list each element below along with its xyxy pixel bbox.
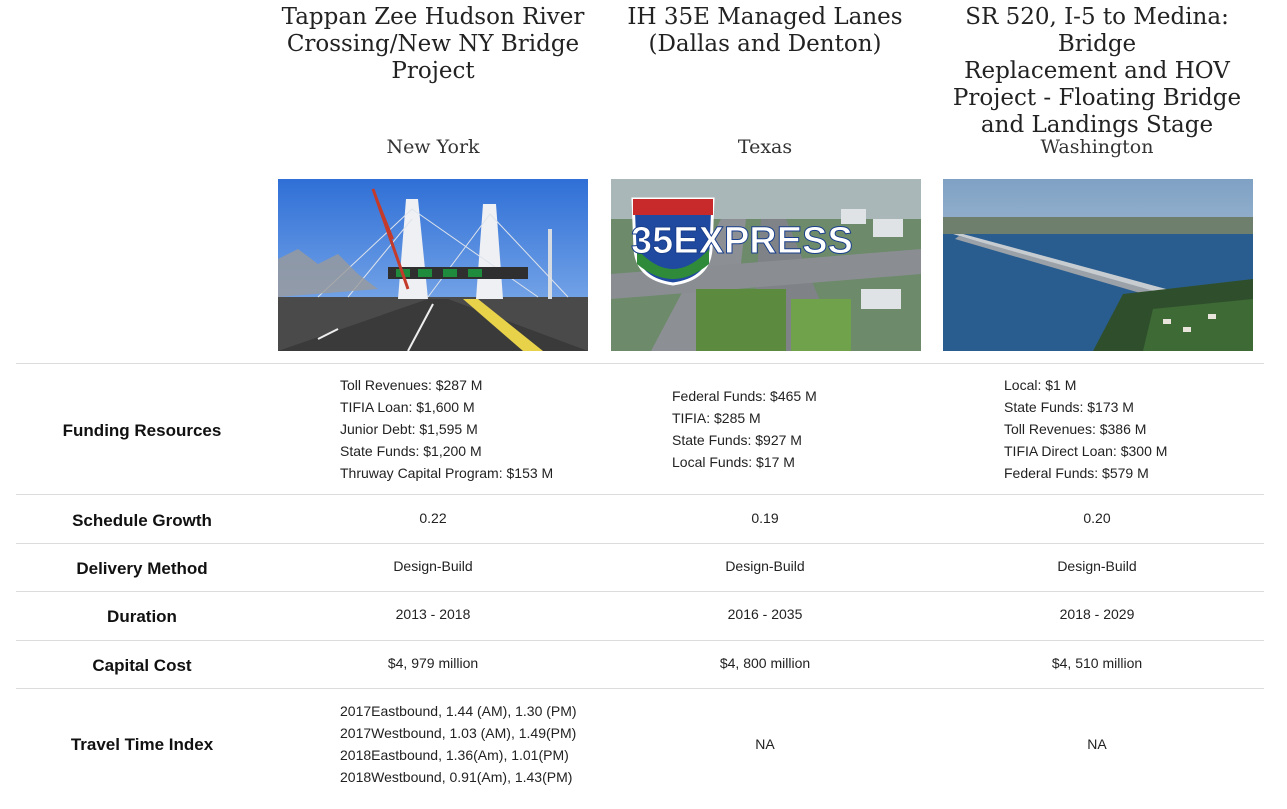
travel-value-3: NA: [1087, 736, 1107, 752]
cost-value-2: $4, 800 million: [719, 655, 811, 671]
list-item: 2017Eastbound, 1.44 (AM), 1.30 (PM): [340, 703, 577, 719]
project-title-3: SR 520, I-5 to Medina: Bridge Replacemen…: [937, 4, 1257, 139]
schedule-row: Schedule Growth: [16, 494, 1264, 543]
funding-col-2: Federal Funds: $465 M TIFIA: $285 M Stat…: [672, 385, 817, 473]
project-title-line: Project: [391, 58, 475, 84]
travel-label: Travel Time Index: [70, 735, 214, 754]
list-item: TIFIA: $285 M: [672, 410, 761, 426]
cost-row: Capital Cost: [16, 640, 1264, 689]
project-title-2: IH 35E Managed Lanes (Dallas and Denton): [605, 4, 925, 58]
list-item: 2018Eastbound, 1.36(Am), 1.01(PM): [340, 747, 569, 763]
project-title-line: (Dallas and Denton): [648, 31, 882, 57]
schedule-label: Schedule Growth: [72, 511, 212, 530]
bridge-photo: [278, 179, 588, 351]
project-title-line: SR 520, I-5 to Medina: Bridge: [965, 4, 1229, 57]
list-item: State Funds: $1,200 M: [340, 443, 482, 459]
project-title-line: Crossing/New NY Bridge: [286, 31, 580, 57]
list-item: TIFIA Loan: $1,600 M: [340, 399, 475, 415]
schedule-value-2: 0.19: [751, 510, 779, 526]
list-item: Toll Revenues: $287 M: [340, 377, 483, 393]
duration-row: Duration: [16, 591, 1264, 640]
list-item: 2018Westbound, 0.91(Am), 1.43(PM): [340, 769, 573, 785]
project-state-2: Texas: [737, 136, 793, 158]
funding-col-1: Toll Revenues: $287 M TIFIA Loan: $1,600…: [340, 374, 553, 484]
floating-bridge-photo: [943, 179, 1253, 351]
duration-value-1: 2013 - 2018: [395, 606, 471, 622]
cost-value-1: $4, 979 million: [387, 655, 479, 671]
delivery-value-1: Design-Build: [393, 558, 473, 574]
schedule-value-3: 0.20: [1083, 510, 1111, 526]
list-item: 2017Westbound, 1.03 (AM), 1.49(PM): [340, 725, 577, 741]
schedule-value-1: 0.22: [419, 510, 447, 526]
list-item: Federal Funds: $465 M: [672, 388, 817, 404]
funding-col-3: Local: $1 M State Funds: $173 M Toll Rev…: [1004, 374, 1167, 484]
list-item: State Funds: $927 M: [672, 432, 802, 448]
project-title-line: Replacement and HOV: [964, 58, 1230, 84]
project-title-line: IH 35E Managed Lanes: [627, 4, 903, 30]
delivery-value-2: Design-Build: [725, 558, 805, 574]
list-item: Local Funds: $17 M: [672, 454, 795, 470]
travel-col-1: 2017Eastbound, 1.44 (AM), 1.30 (PM) 2017…: [340, 700, 577, 788]
project-state-3: Washington: [1040, 136, 1154, 158]
travel-value-2: NA: [755, 736, 775, 752]
project-title-line: and Landings Stage: [980, 112, 1214, 138]
travel-row: Travel Time Index: [16, 688, 1264, 799]
duration-value-3: 2018 - 2029: [1059, 606, 1135, 622]
cost-value-3: $4, 510 million: [1051, 655, 1143, 671]
list-item: TIFIA Direct Loan: $300 M: [1004, 443, 1168, 459]
list-item: Junior Debt: $1,595 M: [340, 421, 478, 437]
delivery-label: Delivery Method: [76, 559, 208, 578]
funding-row: Funding Resources: [16, 363, 1264, 495]
project-title-1: Tappan Zee Hudson River Crossing/New NY …: [273, 4, 593, 85]
funding-label: Funding Resources: [62, 421, 222, 440]
highway-photo: 35EXPRESS: [611, 179, 921, 351]
cost-label: Capital Cost: [92, 656, 192, 675]
list-item: State Funds: $173 M: [1004, 399, 1134, 415]
list-item: Federal Funds: $579 M: [1004, 465, 1149, 481]
duration-value-2: 2016 - 2035: [727, 606, 803, 622]
project-title-line: Tappan Zee Hudson River: [281, 4, 585, 30]
project-state-1: New York: [386, 136, 480, 158]
delivery-value-3: Design-Build: [1057, 558, 1137, 574]
list-item: Local: $1 M: [1004, 377, 1077, 393]
list-item: Thruway Capital Program: $153 M: [340, 465, 554, 481]
list-item: Toll Revenues: $386 M: [1004, 421, 1147, 437]
logo-text: 35EXPRESS: [631, 220, 853, 262]
delivery-row: Delivery Method: [16, 543, 1264, 592]
duration-label: Duration: [107, 607, 177, 626]
project-title-line: Project - Floating Bridge: [952, 85, 1242, 111]
